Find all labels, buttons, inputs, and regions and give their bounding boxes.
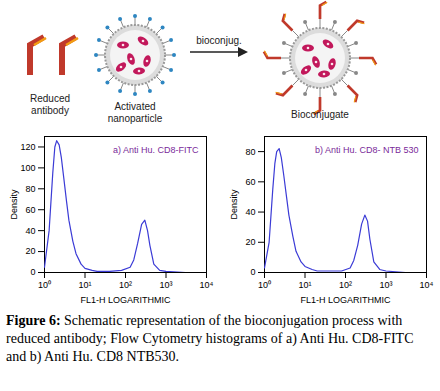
svg-text:100: 100 — [20, 163, 35, 173]
svg-text:10¹: 10¹ — [78, 280, 91, 290]
svg-text:120: 120 — [20, 142, 35, 152]
svg-text:FL1-H LOGARITHMIC: FL1-H LOGARITHMIC — [300, 295, 391, 305]
svg-text:20: 20 — [245, 237, 255, 247]
svg-text:0: 0 — [30, 267, 35, 277]
svg-text:Activatednanoparticle: Activatednanoparticle — [108, 101, 163, 124]
svg-text:bioconjug.: bioconjug. — [196, 35, 242, 46]
svg-text:FL1-H LOGARITHMIC: FL1-H LOGARITHMIC — [80, 295, 171, 305]
svg-text:0: 0 — [250, 267, 255, 277]
svg-text:10⁰: 10⁰ — [38, 280, 51, 290]
svg-text:10⁴: 10⁴ — [420, 280, 434, 290]
svg-text:Density: Density — [229, 189, 239, 220]
svg-text:Reducedantibody: Reducedantibody — [30, 93, 70, 116]
svg-text:10¹: 10¹ — [298, 280, 311, 290]
svg-text:10³: 10³ — [159, 280, 172, 290]
svg-text:80: 80 — [25, 184, 35, 194]
svg-text:10³: 10³ — [379, 280, 392, 290]
svg-text:40: 40 — [245, 207, 255, 217]
svg-text:10⁴: 10⁴ — [200, 280, 214, 290]
svg-text:10²: 10² — [339, 280, 352, 290]
svg-text:Bioconjugate: Bioconjugate — [291, 109, 349, 120]
svg-text:60: 60 — [25, 205, 35, 215]
svg-text:10²: 10² — [119, 280, 132, 290]
svg-text:40: 40 — [25, 226, 35, 236]
svg-text:b) Anti Hu. CD8- NTB 530: b) Anti Hu. CD8- NTB 530 — [315, 145, 419, 155]
svg-text:Density: Density — [9, 189, 19, 220]
svg-text:20: 20 — [25, 246, 35, 256]
svg-text:60: 60 — [245, 177, 255, 187]
html-text:Figure 6: Schematic representa: Figure 6: Schematic representation of th… — [6, 313, 414, 364]
svg-text:a) Anti Hu. CD8-FITC: a) Anti Hu. CD8-FITC — [113, 145, 199, 155]
svg-text:10⁰: 10⁰ — [258, 280, 271, 290]
svg-text:80: 80 — [245, 146, 255, 156]
